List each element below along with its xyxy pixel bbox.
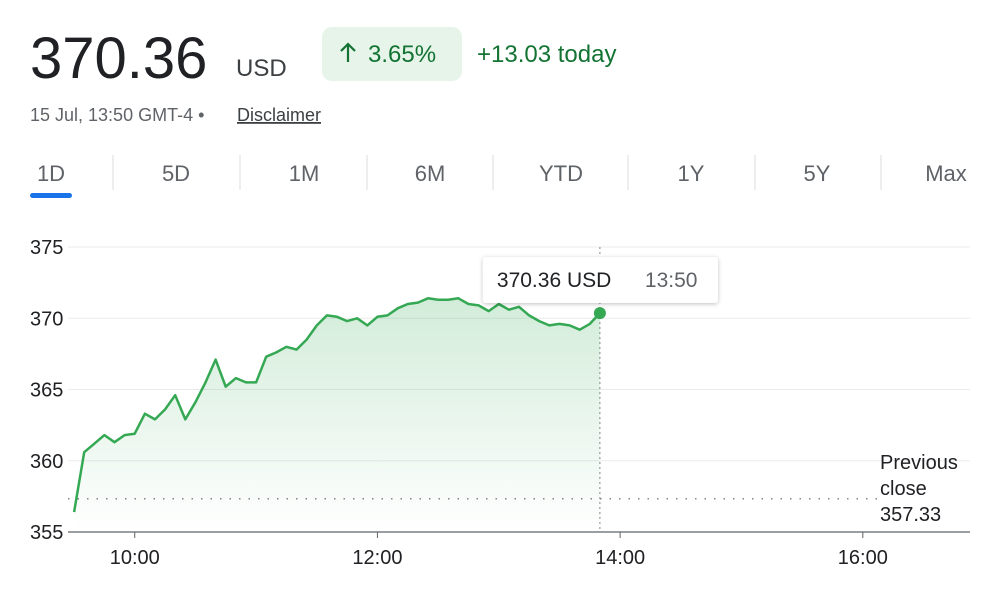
y-tick-label: 360 [30,451,63,473]
range-tab[interactable]: YTD [539,161,583,186]
timestamp: 15 Jul, 13:50 GMT-4 • [30,105,204,125]
previous-close-value: 357.33 [880,504,942,526]
y-tick-label: 355 [30,522,63,544]
y-tick-label: 375 [30,237,63,259]
active-tab-indicator [30,193,72,198]
currency: USD [236,55,287,82]
range-tab[interactable]: 1M [289,161,320,186]
range-tab[interactable]: 5Y [804,161,831,186]
tooltip-time: 13:50 [645,269,698,292]
previous-close-text: Previous close [880,452,958,500]
change-abs: +13.03 today [477,41,616,68]
range-tab[interactable]: 1Y [678,161,705,186]
current-point [593,307,606,320]
y-tick-label: 365 [30,380,63,402]
x-tick-label: 10:00 [110,547,160,569]
range-tab[interactable]: 5D [162,161,190,186]
up-arrow [340,42,356,62]
x-tick-label: 16:00 [838,547,888,569]
area [74,298,600,532]
price-line [72,297,601,513]
previous-close-box: Previous close 357.33 [880,450,970,528]
range-tab[interactable]: 6M [415,161,446,186]
disclaimer-link[interactable]: Disclaimer [237,105,321,125]
x-tick-label: 12:00 [352,547,402,569]
change-badge [322,27,462,81]
range-tab[interactable]: 1D [37,161,65,186]
y-tick-label: 370 [30,308,63,330]
x-tick-label: 14:00 [595,547,645,569]
change-pct: 3.65% [368,41,436,68]
range-tab[interactable]: Max [925,161,967,186]
tooltip-value: 370.36 USD [497,269,611,292]
previous-close-label: Previous close 357.33 [880,450,970,528]
price: 370.36 [30,26,207,91]
tooltip [482,257,718,303]
